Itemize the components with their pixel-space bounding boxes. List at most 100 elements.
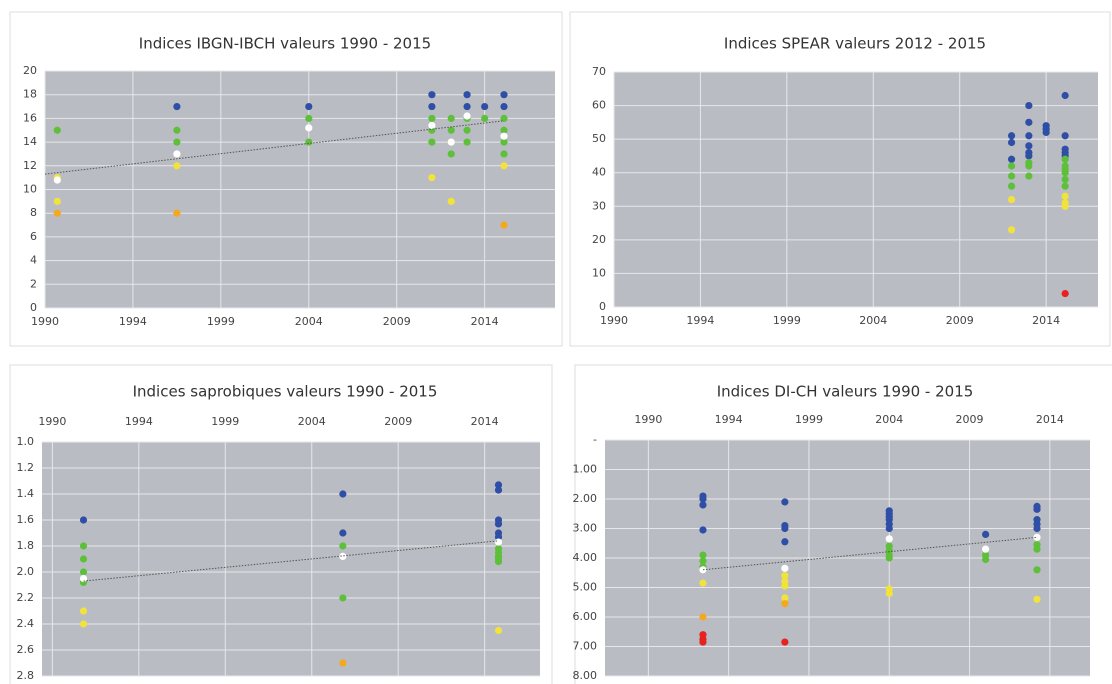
point [447, 150, 455, 158]
point [428, 91, 436, 99]
point [885, 554, 893, 562]
point [173, 126, 181, 134]
point [781, 594, 789, 602]
point [53, 197, 61, 205]
point [699, 613, 707, 621]
point [699, 579, 707, 587]
point [1007, 226, 1016, 234]
point [1025, 172, 1033, 180]
point [79, 542, 88, 550]
point [500, 138, 508, 146]
point [339, 659, 347, 667]
point [781, 498, 789, 506]
point [982, 555, 990, 564]
point [447, 114, 455, 122]
trend-line [44, 120, 505, 175]
point [339, 552, 347, 561]
point [53, 176, 61, 184]
y-tick-label: 18 [23, 88, 37, 101]
point [699, 501, 707, 509]
point [885, 535, 893, 543]
x-tick-label: 1990 [634, 413, 662, 426]
point [699, 638, 707, 646]
point [500, 91, 508, 99]
point [173, 162, 181, 170]
y-tick-label: 5.00 [573, 581, 598, 594]
y-tick-label: 16 [23, 111, 37, 124]
x-tick-label: 1999 [795, 413, 823, 426]
point [781, 538, 789, 546]
point [494, 558, 503, 566]
x-tick-label: 2009 [384, 415, 412, 428]
point [79, 516, 88, 524]
point [53, 209, 61, 217]
y-tick-label: 12 [23, 159, 37, 172]
x-tick-label: 1999 [207, 315, 235, 328]
y-tick-label: 50 [592, 132, 606, 145]
point [1042, 128, 1050, 137]
point [500, 162, 508, 170]
point [1061, 202, 1069, 210]
plot-area [42, 442, 540, 676]
y-tick-label: 4.00 [573, 551, 598, 564]
point [79, 568, 88, 576]
y-tick-label: 1.4 [17, 487, 35, 500]
y-tick-label: 2.8 [17, 669, 35, 682]
point [500, 126, 508, 134]
point [781, 638, 789, 646]
x-tick-label: 1990 [31, 315, 59, 328]
point [699, 551, 707, 559]
point [339, 594, 347, 602]
trend-line [83, 540, 499, 582]
point [699, 557, 707, 565]
point [1061, 289, 1069, 298]
point [781, 600, 789, 608]
y-tick-label: 2 [30, 277, 37, 290]
point [1033, 505, 1041, 513]
y-tick-label: 20 [592, 233, 606, 246]
chart-title: Indices saprobiques valeurs 1990 - 2015 [133, 383, 438, 401]
point [1033, 533, 1041, 541]
y-tick-label: 3.00 [573, 522, 598, 535]
point [481, 102, 489, 111]
point [339, 542, 347, 550]
x-tick-label: 1999 [211, 415, 239, 428]
point [173, 209, 181, 217]
point [982, 530, 990, 539]
point [1061, 132, 1069, 140]
point [781, 572, 789, 580]
chart-title: Indices SPEAR valeurs 2012 - 2015 [724, 35, 986, 53]
point [428, 102, 436, 111]
point [1033, 566, 1041, 574]
point [463, 126, 471, 134]
point [494, 481, 503, 489]
point [1007, 132, 1016, 140]
y-tick-label: 1.8 [17, 539, 35, 552]
point [494, 538, 503, 546]
x-tick-label: 2004 [298, 415, 326, 428]
y-tick-label: 40 [592, 166, 606, 179]
point [1025, 142, 1033, 150]
point [885, 589, 893, 598]
point [1007, 162, 1016, 170]
y-tick-label: 2.0 [17, 565, 35, 578]
point [1007, 155, 1016, 163]
x-tick-label: 2014 [1032, 314, 1060, 327]
point [1025, 101, 1033, 110]
point [885, 524, 893, 533]
point [1061, 155, 1069, 163]
point [79, 555, 88, 563]
point [699, 495, 707, 503]
x-tick-label: 1994 [686, 314, 714, 327]
point [494, 533, 503, 541]
point [1007, 138, 1016, 147]
y-tick-label: 8.00 [573, 669, 598, 682]
y-tick-label: 1.6 [17, 513, 35, 526]
y-tick-label: 2.00 [573, 492, 598, 505]
point [305, 138, 313, 146]
x-tick-label: 1994 [119, 315, 147, 328]
point [463, 138, 471, 146]
point [463, 91, 471, 99]
y-tick-label: 60 [592, 99, 606, 112]
